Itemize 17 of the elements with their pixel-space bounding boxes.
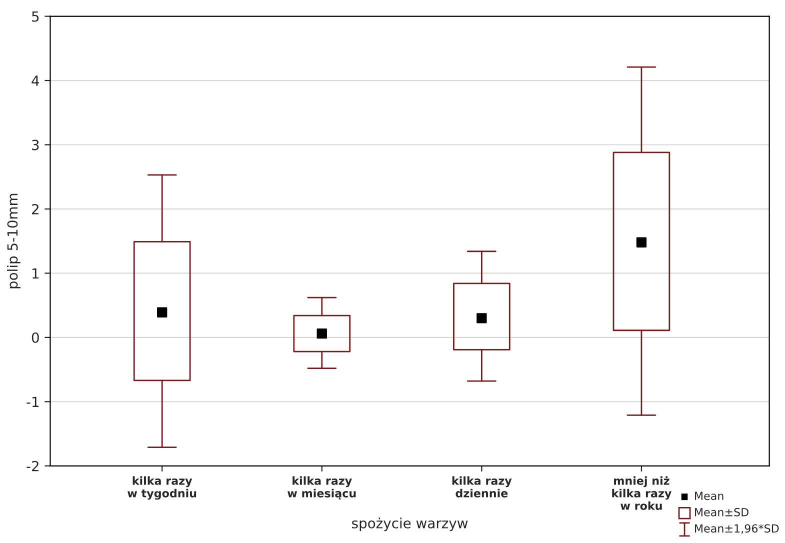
y-tick-label: -1	[26, 396, 39, 407]
y-tick-label: 5	[32, 11, 39, 22]
text: Mean	[695, 492, 724, 500]
y-tick-label: -2	[26, 460, 38, 472]
y-tick-label: 0	[32, 332, 39, 343]
y-tick-label: 3	[32, 140, 39, 150]
y-tick-label: 4	[32, 76, 40, 86]
text: Mean±1,96*SD	[695, 524, 779, 534]
y-axis-title: polip 5-10mm	[6, 194, 20, 288]
x-tick-label: kilka razy w tygodniu	[128, 476, 196, 500]
y-tick-label: 2	[32, 204, 38, 214]
x-tick-label: kilka razy w miesiącu	[288, 476, 356, 500]
x-tick-label: mniej niż kilka razy w roku	[612, 476, 672, 510]
x-tick-label: kilka razy dziennie	[452, 476, 512, 498]
x-axis-title: spożycie warzyw	[352, 518, 468, 532]
text: Mean±SD	[695, 508, 748, 516]
y-tick-label: 1	[32, 268, 39, 278]
